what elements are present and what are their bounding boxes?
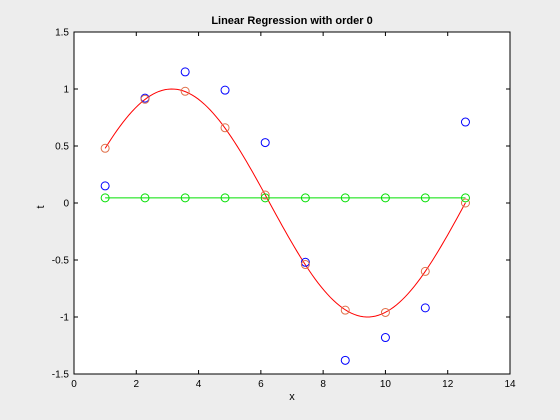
series-1-point [460,198,470,208]
y-tick-label: -1.5 [52,370,70,381]
series-1-point [180,86,190,96]
series-1-point [100,143,110,153]
series-0-point [460,117,470,127]
series-1-point [420,266,430,276]
series-3-point [180,193,190,203]
x-tick-label: 0 [71,379,77,390]
y-tick-label: 1 [63,85,69,96]
y-tick-label: -1 [60,313,69,324]
x-tick-label: 2 [134,379,140,390]
series-3-point [100,193,110,203]
series-0-point [100,181,110,191]
series-0-point [420,303,430,313]
series-3-point [220,193,230,203]
series-lines [104,88,466,318]
series-3-point [420,193,430,203]
series-1-point [300,260,310,270]
series-1-point [380,307,390,317]
chart-title: Linear Regression with order 0 [211,15,372,27]
axis-ticks: 0 2 4 6 8 10 12 14 -1.5 -1 -0.5 0 0.5 1 1.5 [52,28,516,391]
series-1-point [140,94,150,104]
series-0-point [260,138,270,148]
sine-curve-line [104,88,466,318]
y-axis-label: t [35,205,47,208]
y-tick-label: 1.5 [55,28,69,39]
series-3-point [380,193,390,203]
series-3-point [340,193,350,203]
x-tick-label: 10 [380,379,392,390]
series-1-point [260,190,270,200]
y-tick-label: 0.5 [55,142,69,153]
y-tick-label: -0.5 [52,256,70,267]
series-3-point [260,193,270,203]
series-3-point [460,193,470,203]
series-3-point [300,193,310,203]
series-0-point [300,257,310,267]
series-0-point [220,85,230,95]
x-axis-label: x [289,391,295,403]
series-markers [100,67,470,365]
x-tick-label: 4 [196,379,202,390]
x-tick-label: 8 [320,379,326,390]
series-0-point [180,67,190,77]
x-tick-label: 6 [258,379,264,390]
series-3-point [140,193,150,203]
series-0-point [380,333,390,343]
x-tick-label: 14 [504,379,516,390]
y-tick-label: 0 [63,199,69,210]
series-1-point [340,305,350,315]
plot-area [73,31,511,375]
series-1-point [220,123,230,133]
series-0-point [340,355,350,365]
x-tick-label: 12 [442,379,454,390]
